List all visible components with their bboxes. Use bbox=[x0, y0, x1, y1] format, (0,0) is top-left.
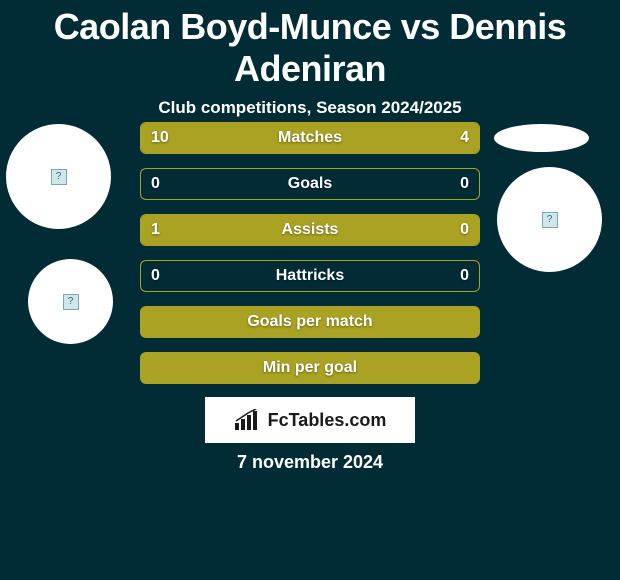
page-title: Caolan Boyd-Munce vs Dennis Adeniran bbox=[0, 0, 620, 90]
stat-label: Min per goal bbox=[263, 359, 357, 377]
stat-value-right: 4 bbox=[460, 123, 469, 153]
stat-value-right: 0 bbox=[460, 215, 469, 245]
player-b-avatar-2: ? bbox=[497, 167, 602, 272]
stat-label: Hattricks bbox=[141, 261, 479, 291]
image-placeholder-icon: ? bbox=[51, 169, 67, 185]
stat-row-goals: 0 Goals 0 bbox=[140, 168, 480, 200]
stat-label: Goals bbox=[141, 169, 479, 199]
stat-row-gpm: Goals per match bbox=[140, 306, 480, 338]
stat-value-right: 0 bbox=[460, 169, 469, 199]
stat-value-right: 0 bbox=[460, 261, 469, 291]
page-subtitle: Club competitions, Season 2024/2025 bbox=[0, 98, 620, 118]
player-b-avatar-1 bbox=[494, 124, 589, 152]
brand-box: FcTables.com bbox=[205, 397, 415, 443]
player-a-avatar-2: ? bbox=[28, 259, 113, 344]
stat-label: Matches bbox=[141, 123, 479, 153]
stat-label: Assists bbox=[141, 215, 479, 245]
image-placeholder-icon: ? bbox=[542, 212, 558, 228]
brand-text: FcTables.com bbox=[268, 410, 387, 431]
stat-row-matches: 10 Matches 4 bbox=[140, 122, 480, 154]
stats-panel: 10 Matches 4 0 Goals 0 1 Assists 0 0 Hat… bbox=[140, 122, 480, 398]
stat-row-mpg: Min per goal bbox=[140, 352, 480, 384]
brand-logo-icon bbox=[234, 409, 262, 431]
footer-date: 7 november 2024 bbox=[0, 452, 620, 473]
player-a-avatar-1: ? bbox=[6, 124, 111, 229]
stat-label: Goals per match bbox=[247, 313, 372, 331]
stat-row-hattricks: 0 Hattricks 0 bbox=[140, 260, 480, 292]
image-placeholder-icon: ? bbox=[63, 294, 79, 310]
stat-row-assists: 1 Assists 0 bbox=[140, 214, 480, 246]
